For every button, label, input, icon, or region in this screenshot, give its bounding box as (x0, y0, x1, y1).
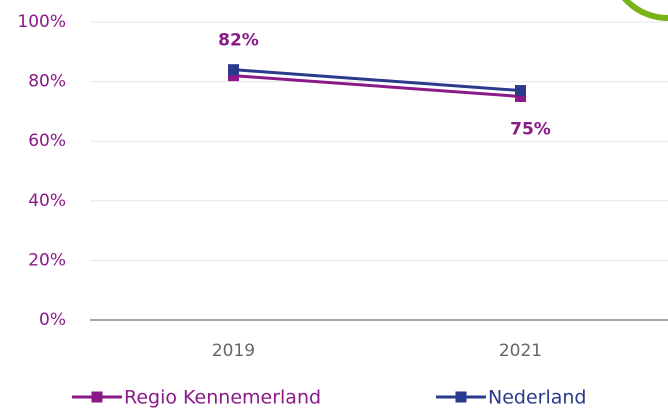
x-tick-label: 2019 (212, 341, 255, 361)
y-tick-label: 40% (28, 191, 66, 211)
x-tick-label: 2021 (499, 341, 542, 361)
y-tick-label: 20% (28, 250, 66, 270)
legend-label: Regio Kennemerland (124, 387, 321, 409)
logo-arc (621, 0, 668, 21)
marker (515, 85, 526, 97)
series-line (233, 74, 521, 98)
y-tick-label: 100% (17, 12, 66, 32)
data-label: 75% (510, 120, 551, 140)
marker (515, 91, 526, 102)
y-tick-label: 80% (28, 72, 66, 92)
legend-marker (455, 391, 467, 403)
y-tick-label: 60% (28, 131, 66, 151)
legend-marker (91, 391, 103, 403)
data-label: 82% (218, 31, 259, 51)
marker (228, 70, 239, 82)
legend-label: Nederland (488, 387, 587, 409)
y-tick-label: 0% (39, 310, 66, 330)
marker (228, 64, 239, 76)
series-line (233, 68, 521, 93)
